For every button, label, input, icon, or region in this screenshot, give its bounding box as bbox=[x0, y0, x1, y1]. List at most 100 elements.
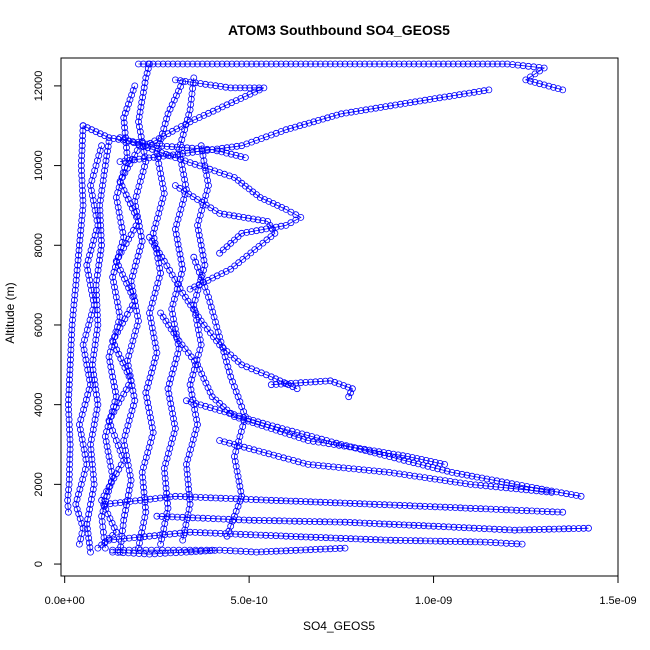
data-point bbox=[431, 537, 439, 545]
data-point bbox=[121, 135, 128, 143]
data-point bbox=[157, 135, 165, 143]
data-point bbox=[161, 520, 169, 527]
data-point bbox=[156, 494, 164, 502]
data-point bbox=[558, 489, 565, 497]
data-point bbox=[550, 84, 557, 91]
data-point bbox=[440, 523, 448, 531]
data-point bbox=[93, 291, 100, 299]
data-point bbox=[145, 404, 153, 412]
data-point bbox=[136, 546, 144, 554]
data-point bbox=[146, 532, 153, 540]
data-point bbox=[183, 465, 191, 473]
data-point bbox=[527, 73, 534, 81]
data-point bbox=[79, 127, 87, 135]
data-point bbox=[123, 368, 131, 376]
data-point bbox=[183, 516, 191, 523]
data-point bbox=[173, 513, 181, 521]
data-point bbox=[387, 102, 394, 110]
data-point bbox=[508, 540, 516, 547]
data-point bbox=[79, 441, 87, 448]
data-point bbox=[286, 517, 293, 525]
data-point bbox=[519, 62, 527, 70]
data-point bbox=[431, 475, 439, 483]
data-point bbox=[213, 323, 221, 331]
data-point bbox=[230, 512, 238, 520]
data-point bbox=[164, 450, 172, 457]
data-point bbox=[448, 468, 456, 476]
data-point bbox=[444, 60, 452, 68]
data-point bbox=[80, 446, 88, 453]
data-point bbox=[122, 506, 129, 514]
data-point bbox=[366, 448, 374, 456]
data-point bbox=[77, 221, 85, 229]
data-point bbox=[128, 407, 136, 415]
data-point bbox=[199, 152, 207, 160]
data-point bbox=[68, 331, 75, 339]
data-point bbox=[269, 199, 277, 207]
data-point bbox=[178, 161, 186, 169]
data-point bbox=[140, 463, 147, 471]
data-point bbox=[377, 536, 385, 544]
data-point bbox=[421, 502, 429, 510]
data-point bbox=[126, 471, 134, 479]
data-point bbox=[232, 151, 240, 159]
data-point bbox=[160, 525, 168, 533]
data-point bbox=[227, 522, 235, 530]
data-point bbox=[404, 453, 412, 460]
data-point bbox=[188, 441, 196, 448]
data-point bbox=[322, 534, 330, 542]
data-point bbox=[282, 380, 290, 388]
data-point bbox=[160, 464, 168, 472]
data-point bbox=[189, 514, 197, 522]
data-point bbox=[186, 106, 194, 114]
data-point bbox=[90, 421, 98, 429]
data-point bbox=[212, 82, 220, 90]
data-point bbox=[193, 316, 201, 324]
data-point bbox=[110, 524, 118, 531]
data-point bbox=[303, 431, 311, 439]
data-point bbox=[152, 354, 159, 362]
data-point bbox=[492, 483, 500, 491]
data-point bbox=[191, 529, 199, 536]
data-point bbox=[154, 279, 162, 287]
data-point bbox=[106, 482, 114, 490]
data-point bbox=[207, 81, 215, 89]
data-point bbox=[174, 340, 182, 348]
data-point bbox=[377, 104, 385, 111]
data-point bbox=[202, 379, 210, 387]
data-point bbox=[173, 235, 181, 243]
data-point bbox=[80, 346, 88, 354]
data-point bbox=[277, 547, 285, 555]
data-point bbox=[352, 108, 360, 115]
data-point bbox=[139, 473, 147, 481]
data-point bbox=[514, 61, 522, 69]
data-point bbox=[503, 60, 511, 68]
data-point bbox=[110, 278, 117, 286]
data-point bbox=[395, 521, 403, 528]
data-point bbox=[78, 436, 86, 443]
data-point bbox=[326, 518, 334, 526]
data-point bbox=[130, 267, 138, 275]
data-point bbox=[139, 478, 147, 486]
data-point bbox=[361, 500, 369, 508]
data-point bbox=[148, 324, 156, 332]
data-point bbox=[429, 464, 437, 471]
data-point bbox=[385, 60, 393, 68]
data-point bbox=[93, 276, 101, 284]
data-point bbox=[371, 60, 378, 68]
data-point bbox=[162, 515, 170, 522]
data-point bbox=[196, 236, 204, 244]
data-point bbox=[341, 518, 349, 526]
data-point bbox=[361, 447, 369, 455]
data-point bbox=[347, 389, 355, 397]
data-point bbox=[531, 79, 539, 86]
data-point bbox=[243, 60, 251, 68]
data-point bbox=[97, 246, 105, 254]
data-point bbox=[195, 216, 203, 224]
data-point bbox=[66, 446, 74, 453]
data-point bbox=[120, 233, 128, 241]
data-point bbox=[261, 196, 268, 203]
data-point bbox=[92, 286, 100, 294]
data-point bbox=[83, 261, 91, 269]
data-point bbox=[252, 531, 260, 539]
